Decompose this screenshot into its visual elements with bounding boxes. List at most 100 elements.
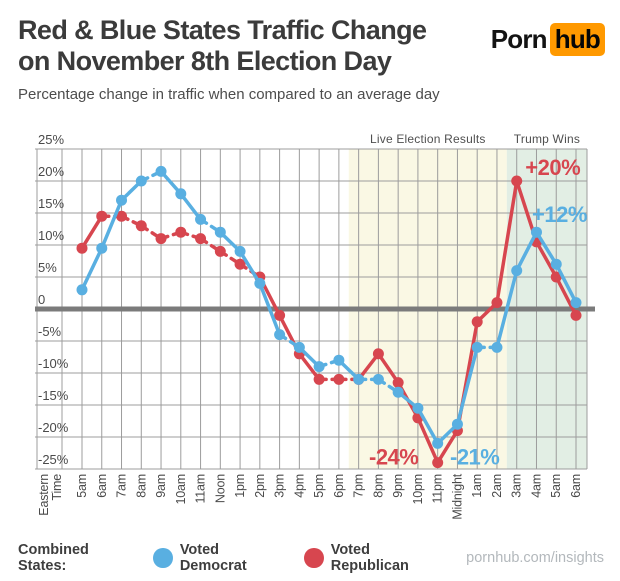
data-point [451, 418, 463, 430]
data-point [195, 213, 207, 225]
data-point [570, 297, 582, 309]
x-axis-label: 6am [95, 474, 109, 498]
data-point [511, 175, 523, 187]
x-axis-label: 1pm [233, 474, 247, 498]
x-axis-label: 3am [510, 474, 524, 498]
logo-porn: Porn [490, 24, 548, 54]
x-axis-label: 6pm [332, 474, 346, 498]
x-axis-label: 11pm [431, 474, 445, 504]
x-axis-label: 6am [569, 474, 583, 498]
x-axis-label: 8pm [371, 474, 385, 498]
data-point [214, 245, 226, 257]
series-segment [258, 281, 282, 337]
data-point [214, 226, 226, 238]
data-point [313, 373, 325, 385]
data-point [274, 329, 286, 341]
data-point [116, 210, 128, 222]
page-title: Red & Blue States Traffic Change on Nove… [18, 15, 427, 77]
x-axis-label: 7pm [352, 474, 366, 498]
legend-item-democrat: Voted Democrat [153, 542, 286, 574]
data-point [155, 233, 167, 245]
region-label: Live Election Results [370, 132, 486, 146]
x-axis-label: 5am [75, 474, 89, 498]
legend-label-republican: Voted Republican [330, 542, 409, 574]
y-axis-label: 10% [38, 228, 64, 243]
chart-footer: Combined States: Voted Democrat Voted Re… [0, 541, 620, 575]
y-axis-label: -25% [38, 452, 69, 467]
data-point [353, 373, 365, 385]
x-axis-label: Noon [213, 474, 227, 503]
series-segment [534, 230, 558, 266]
x-axis-label: 5am [549, 474, 563, 498]
x-axis-label: 2am [490, 474, 504, 498]
democrat-dot-icon [153, 548, 173, 568]
x-axis-label: 3pm [273, 474, 287, 498]
data-point [135, 220, 147, 232]
x-axis-label: 10am [174, 474, 188, 504]
data-point [76, 242, 88, 254]
data-point [550, 258, 562, 270]
y-axis-label: 5% [38, 260, 57, 275]
annotation-label: -21% [450, 444, 499, 469]
legend-item-republican: Voted Republican [304, 542, 448, 574]
data-point [471, 316, 483, 328]
x-axis-label: Midnight [450, 473, 464, 519]
series-segment [416, 406, 440, 446]
republican-dot-icon [304, 548, 324, 568]
series-segment [495, 179, 519, 305]
data-point [76, 284, 88, 296]
traffic-change-line-chart: Live Election Results Trump Wins 25% 20% 15%… [35, 132, 595, 520]
series-segment [80, 214, 104, 250]
data-point [412, 402, 424, 414]
y-axis-label: -10% [38, 356, 69, 371]
data-point [432, 457, 444, 469]
y-axis-label: 15% [38, 196, 64, 211]
logo-hub: hub [549, 23, 605, 56]
series-segment [80, 246, 104, 292]
series-segment [495, 268, 519, 350]
y-axis-label: 0 [38, 292, 45, 307]
data-point [254, 277, 266, 289]
x-axis-label: 2pm [253, 474, 267, 498]
annotation-label: -24% [369, 445, 418, 470]
data-point [570, 309, 582, 321]
series-segment [100, 198, 124, 250]
x-axis-label: 7am [115, 474, 129, 498]
data-point [195, 233, 207, 245]
data-point [116, 194, 128, 206]
data-point [234, 258, 246, 270]
x-axis-title: Eastern [37, 474, 51, 516]
data-point [550, 271, 562, 283]
series-segment [376, 352, 400, 385]
y-axis-label: -5% [38, 324, 62, 339]
y-axis-label: 20% [38, 164, 64, 179]
data-point [274, 309, 286, 321]
data-point [372, 373, 384, 385]
data-point [313, 361, 325, 373]
data-point [530, 226, 542, 238]
data-point [175, 188, 187, 200]
data-point [491, 341, 503, 353]
series-segment [435, 428, 460, 465]
series-segment [534, 240, 558, 279]
data-point [372, 348, 384, 360]
title-emphasis: Red & Blue States [18, 15, 241, 45]
data-point [175, 226, 187, 238]
series-segment [554, 262, 578, 305]
annotation-label: +12% [532, 202, 587, 227]
chart-subtitle: Percentage change in traffic when compar… [18, 86, 440, 103]
data-point [293, 341, 305, 353]
data-point [471, 341, 483, 353]
annotation-label: +20% [525, 155, 580, 180]
data-point [333, 373, 345, 385]
series-segment [554, 275, 578, 318]
data-point [155, 165, 167, 177]
x-axis-label: 9am [154, 474, 168, 498]
y-axis-label: -20% [38, 420, 69, 435]
title-rest: Traffic Change [247, 15, 427, 45]
pornhub-logo: Porn hub [490, 23, 605, 56]
x-axis-label: 9pm [391, 474, 405, 498]
data-point [392, 377, 404, 389]
x-axis-label: 4pm [292, 474, 306, 498]
legend-label-democrat: Voted Democrat [179, 542, 247, 574]
